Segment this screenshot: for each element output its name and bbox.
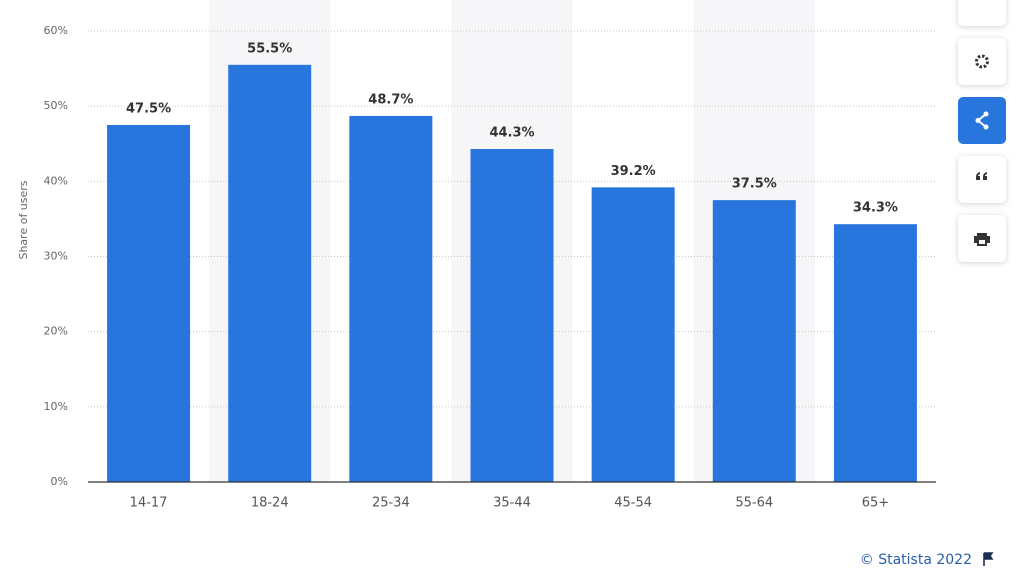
x-tick-label: 14-17 xyxy=(130,496,168,511)
notify-button[interactable] xyxy=(958,0,1006,26)
y-tick-label: 30% xyxy=(44,250,68,263)
value-label: 39.2% xyxy=(611,164,656,179)
value-label: 37.5% xyxy=(732,177,777,192)
toolbar xyxy=(958,0,1006,262)
print-icon xyxy=(974,233,990,246)
value-label: 48.7% xyxy=(368,92,413,107)
y-tick-label: 60% xyxy=(44,24,68,37)
quote-icon xyxy=(976,172,987,180)
x-tick-label: 35-44 xyxy=(493,496,531,511)
value-label: 44.3% xyxy=(489,126,534,141)
credit[interactable]: © Statista 2022 xyxy=(860,552,972,568)
plot-layer: 0% 10% 20% 30% 40% 50% 60% 14-17 47.5% 18-24 55.5%… xyxy=(44,24,936,511)
y-tick-label: 50% xyxy=(44,99,68,112)
y-tick-label: 0% xyxy=(51,475,68,488)
bar xyxy=(107,124,191,482)
settings-button[interactable] xyxy=(958,38,1006,85)
gear-icon xyxy=(975,54,989,69)
value-label: 47.5% xyxy=(126,101,171,116)
x-tick-label: 18-24 xyxy=(251,496,289,511)
print-icon-paper xyxy=(979,240,985,244)
y-tick-label: 20% xyxy=(44,325,68,338)
share-dot xyxy=(983,111,989,117)
share-dot xyxy=(975,118,981,123)
bar xyxy=(833,224,917,482)
value-label: 55.5% xyxy=(247,41,292,56)
cite-button[interactable] xyxy=(958,156,1006,203)
share-dot xyxy=(983,124,989,130)
flag-icon[interactable] xyxy=(983,552,994,566)
x-tick-label: 25-34 xyxy=(372,496,410,511)
x-tick-label: 65+ xyxy=(862,496,889,511)
x-tick-label: 45-54 xyxy=(614,496,652,511)
bar xyxy=(591,187,675,482)
x-tick-label: 55-64 xyxy=(735,496,773,511)
bar xyxy=(349,115,433,483)
y-tick-label: 10% xyxy=(44,400,68,413)
y-axis-label: Share of users xyxy=(17,180,30,259)
share-button[interactable] xyxy=(958,97,1006,144)
bar xyxy=(228,64,312,482)
bar xyxy=(470,149,554,483)
value-label: 34.3% xyxy=(853,201,898,216)
y-tick-label: 40% xyxy=(44,174,68,187)
bar xyxy=(712,200,796,482)
